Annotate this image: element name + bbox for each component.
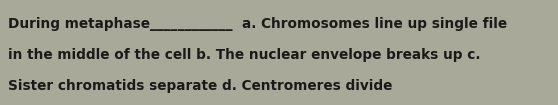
Text: Sister chromatids separate d. Centromeres divide: Sister chromatids separate d. Centromere… xyxy=(8,79,392,93)
Text: During metaphase____________  a. Chromosomes line up single file: During metaphase____________ a. Chromoso… xyxy=(8,17,507,31)
Text: in the middle of the cell b. The nuclear envelope breaks up c.: in the middle of the cell b. The nuclear… xyxy=(8,48,480,62)
